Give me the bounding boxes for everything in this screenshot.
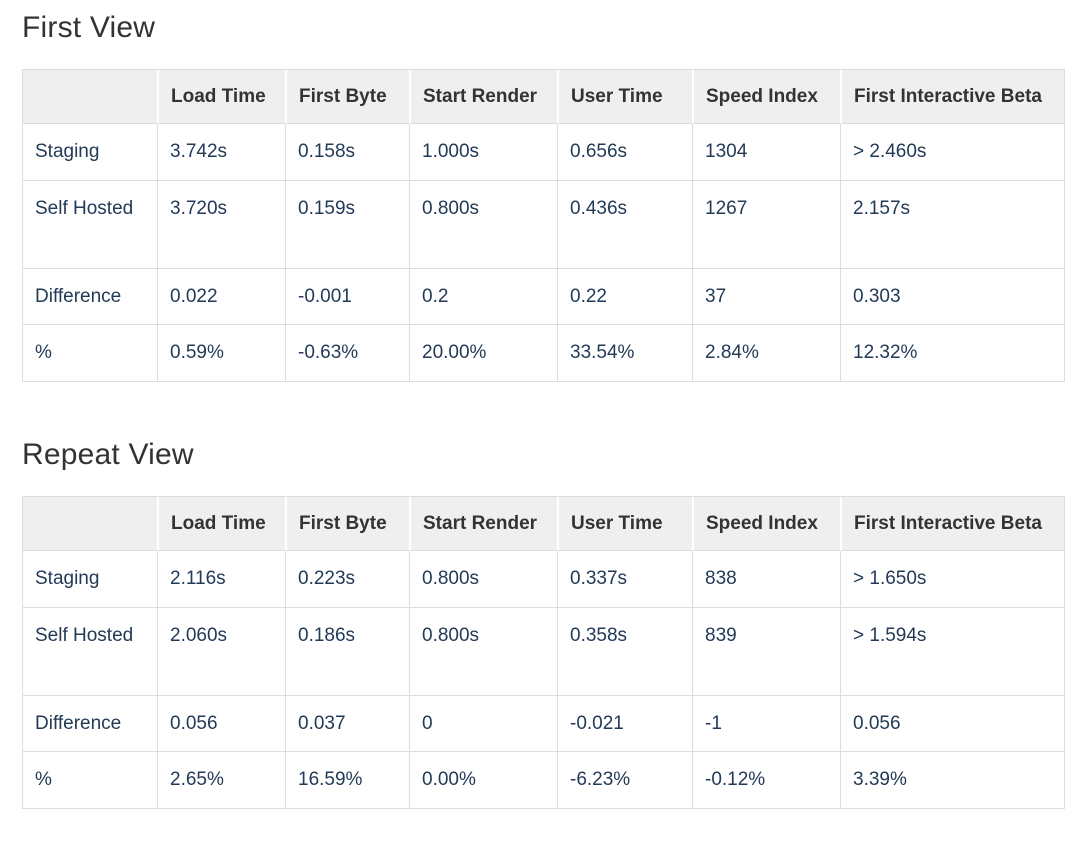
repeat-view-section: Repeat View Load Time First Byte Start Ren… [22, 437, 1065, 809]
metric-cell: 0.159s [285, 179, 409, 268]
metric-cell: 2.157s [840, 179, 1064, 268]
table-row: % 2.65% 16.59% 0.00% -6.23% -0.12% 3.39% [23, 751, 1064, 808]
first-view-table: Load Time First Byte Start Render User Time… [22, 69, 1065, 382]
metric-cell: -0.001 [285, 267, 409, 325]
column-header: User Time [557, 496, 692, 552]
metric-cell: -6.23% [557, 751, 692, 808]
metric-cell: 33.54% [557, 324, 692, 381]
column-header: Start Render [409, 496, 557, 552]
metric-cell: 0.2 [409, 267, 557, 325]
page: First View Load Time First Byte Start Rend… [22, 10, 1065, 809]
metric-cell: 0.037 [285, 694, 409, 752]
table-row: Staging 2.116s 0.223s 0.800s 0.337s 838 > 1.65… [23, 551, 1064, 607]
row-label: % [23, 324, 157, 381]
metric-cell: 0.436s [557, 179, 692, 268]
row-label: Self Hosted [23, 606, 157, 695]
row-label: % [23, 751, 157, 808]
metric-cell: 1.000s [409, 124, 557, 180]
metric-cell: 0.056 [157, 694, 285, 752]
repeat-view-table: Load Time First Byte Start Render User Time… [22, 495, 1065, 809]
column-header: Load Time [157, 496, 285, 552]
column-header: First Byte [285, 496, 409, 552]
metric-cell: 37 [692, 267, 840, 325]
metric-cell: 16.59% [285, 751, 409, 808]
metric-cell: 0.358s [557, 606, 692, 695]
table-row: Self Hosted 2.060s 0.186s 0.800s 0.358s 839 > … [23, 606, 1064, 695]
column-header: Start Render [409, 70, 557, 125]
first-view-section: First View Load Time First Byte Start Rend… [22, 10, 1065, 382]
metric-cell: 3.39% [840, 751, 1064, 808]
metric-cell: 0.800s [409, 606, 557, 695]
metric-cell: 2.84% [692, 324, 840, 381]
metric-cell: 0.22 [557, 267, 692, 325]
metric-cell: -0.12% [692, 751, 840, 808]
row-label: Difference [23, 267, 157, 325]
metric-cell: 1304 [692, 124, 840, 180]
metric-cell: 0.158s [285, 124, 409, 180]
row-label: Difference [23, 694, 157, 752]
metric-cell: 0.800s [409, 179, 557, 268]
metric-cell: 0.00% [409, 751, 557, 808]
row-label-header [23, 496, 157, 552]
metric-cell: 0.800s [409, 551, 557, 607]
row-label: Staging [23, 551, 157, 607]
metric-cell: > 2.460s [840, 124, 1064, 180]
metric-cell: 0.056 [840, 694, 1064, 752]
metric-cell: 1267 [692, 179, 840, 268]
metric-cell: 0.223s [285, 551, 409, 607]
column-header: Load Time [157, 70, 285, 125]
table-row: Self Hosted 3.720s 0.159s 0.800s 0.436s 1267 2… [23, 179, 1064, 268]
metric-cell: 3.742s [157, 124, 285, 180]
column-header: First Interactive Beta [840, 496, 1064, 552]
first-view-title: First View [22, 11, 156, 44]
column-header: First Interactive Beta [840, 70, 1064, 125]
header-row: Load Time First Byte Start Render User Time… [23, 496, 1064, 552]
metric-cell: 838 [692, 551, 840, 607]
table-row: Difference 0.022 -0.001 0.2 0.22 37 0.303 [23, 267, 1064, 325]
row-label: Self Hosted [23, 179, 157, 268]
metric-cell: 0.656s [557, 124, 692, 180]
metric-cell: -0.63% [285, 324, 409, 381]
metric-cell: 0.303 [840, 267, 1064, 325]
metric-cell: 2.65% [157, 751, 285, 808]
metric-cell: > 1.594s [840, 606, 1064, 695]
column-header: Speed Index [692, 496, 840, 552]
metric-cell: 2.116s [157, 551, 285, 607]
table-row: % 0.59% -0.63% 20.00% 33.54% 2.84% 12.32% [23, 324, 1064, 381]
metric-cell: 0.59% [157, 324, 285, 381]
repeat-view-title: Repeat View [22, 437, 194, 471]
column-header: User Time [557, 70, 692, 125]
metric-cell: 839 [692, 606, 840, 695]
metric-cell: 3.720s [157, 179, 285, 268]
row-label-header [23, 70, 157, 125]
column-header: First Byte [285, 70, 409, 125]
metric-cell: -1 [692, 694, 840, 752]
column-header: Speed Index [692, 70, 840, 125]
header-row: Load Time First Byte Start Render User Time… [23, 70, 1064, 125]
row-label: Staging [23, 124, 157, 180]
metric-cell: 0.186s [285, 606, 409, 695]
metric-cell: 2.060s [157, 606, 285, 695]
table-row: Difference 0.056 0.037 0 -0.021 -1 0.056 [23, 694, 1064, 752]
table-row: Staging 3.742s 0.158s 1.000s 0.656s 1304 > 2.4… [23, 124, 1064, 180]
metric-cell: 0.337s [557, 551, 692, 607]
metric-cell: -0.021 [557, 694, 692, 752]
metric-cell: 0 [409, 694, 557, 752]
metric-cell: > 1.650s [840, 551, 1064, 607]
metric-cell: 0.022 [157, 267, 285, 325]
metric-cell: 12.32% [840, 324, 1064, 381]
metric-cell: 20.00% [409, 324, 557, 381]
